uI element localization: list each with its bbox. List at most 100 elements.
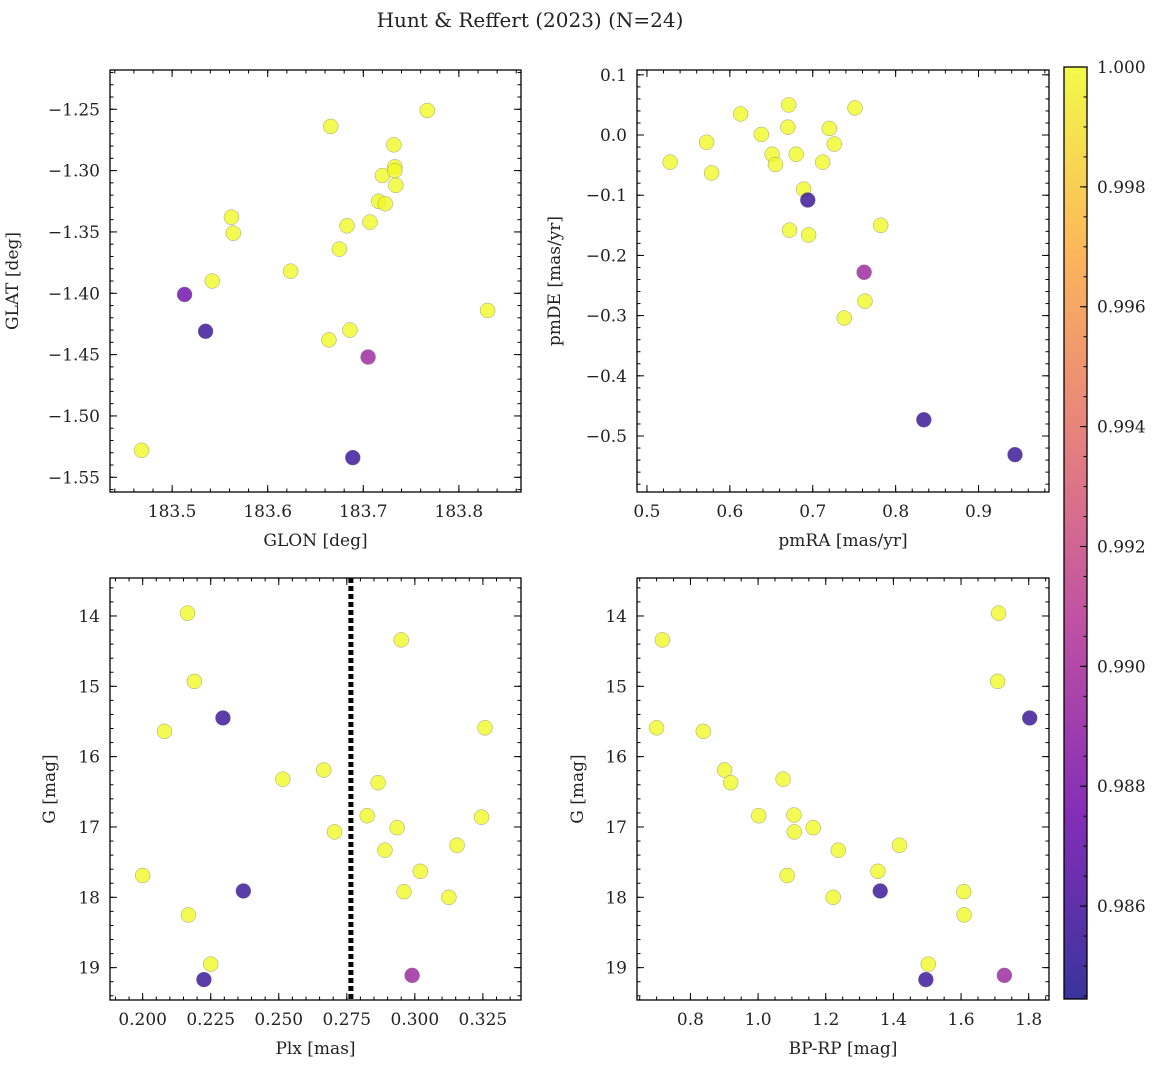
panel-glon-glat: 183.5 183.6 183.7 183.8 −1.55 −1.50 −1.45 −1.40… — [3, 69, 522, 551]
panel-bprp-g: 0.8 1.0 1.2 1.4 1.6 1.8 14 15 16 17 18 19 BP-RP [mag… — [568, 577, 1050, 1059]
minor-ticks — [110, 578, 521, 1000]
y-tick-label: 15 — [78, 677, 100, 697]
data-point — [326, 824, 343, 840]
scatter-points — [134, 605, 493, 988]
data-point — [662, 154, 678, 170]
y-axis-label: pmDE [mas/yr] — [545, 216, 565, 346]
y-tick-label: 19 — [605, 959, 627, 979]
data-point — [331, 241, 348, 257]
data-point — [781, 222, 798, 238]
x-tick-label: 0.7 — [799, 502, 826, 522]
y-axis-label: GLAT [deg] — [3, 232, 23, 330]
y-tick-label: 17 — [78, 818, 100, 838]
minor-ticks — [637, 578, 1049, 1000]
data-point — [204, 273, 221, 289]
data-point — [732, 106, 749, 122]
data-point — [179, 605, 196, 621]
data-point — [225, 225, 242, 241]
colorbar: 0.986 0.988 0.990 0.992 0.994 0.996 0.998 1.000 — [1063, 58, 1146, 1000]
data-point — [989, 673, 1006, 690]
data-point — [473, 809, 490, 825]
colorbar-tick-label: 0.998 — [1097, 178, 1146, 198]
y-tick-label: 0.0 — [600, 126, 627, 146]
colorbar-tick-label: 0.988 — [1097, 777, 1146, 797]
scatter-points — [648, 605, 1038, 988]
data-point — [703, 165, 720, 181]
data-point — [345, 449, 361, 466]
axes-frame — [636, 69, 1050, 493]
data-point — [920, 956, 936, 972]
y-tick-label: 16 — [605, 748, 627, 768]
data-point — [918, 971, 934, 988]
data-point — [359, 807, 375, 824]
x-tick-label: 0.225 — [186, 1010, 235, 1030]
data-point — [362, 214, 378, 230]
x-tick-label: 0.250 — [254, 1010, 303, 1030]
data-point — [387, 162, 403, 179]
x-axis-label: GLON [deg] — [263, 531, 367, 551]
data-point — [360, 349, 376, 365]
data-point — [751, 807, 767, 824]
data-point — [775, 771, 791, 787]
data-point — [156, 723, 173, 740]
x-tick-label: 0.9 — [965, 502, 992, 522]
data-point — [315, 762, 332, 778]
scatter-points — [662, 97, 1023, 463]
data-point — [323, 118, 339, 135]
x-tick-label: 0.8 — [677, 1010, 704, 1030]
data-point — [814, 154, 831, 170]
data-point — [996, 967, 1013, 984]
x-tick-label: 183.8 — [435, 502, 484, 522]
data-point — [767, 156, 784, 173]
data-point — [990, 605, 1007, 621]
y-tick-label: 18 — [78, 888, 100, 908]
colorbar-tick-label: 0.996 — [1097, 298, 1146, 318]
x-tick-label: 1.2 — [812, 1010, 839, 1030]
y-tick-label: −1.40 — [48, 284, 100, 304]
x-tick-label: 0.8 — [882, 502, 909, 522]
y-tick-label: 0.1 — [600, 66, 627, 86]
y-tick-label: −0.5 — [586, 427, 627, 447]
data-point — [800, 227, 817, 243]
y-tick-label: 14 — [78, 607, 100, 627]
y-tick-label: −1.35 — [48, 223, 100, 243]
data-point — [786, 824, 803, 840]
colorbar-tick-label: 0.992 — [1097, 537, 1146, 557]
data-point — [1021, 710, 1038, 726]
minor-ticks — [637, 70, 1049, 492]
x-tick-label: 0.275 — [322, 1010, 371, 1030]
y-tick-label: −0.3 — [586, 307, 627, 327]
colorbar-tick-label: 0.986 — [1097, 897, 1146, 917]
colorbar-tick-label: 0.994 — [1097, 418, 1146, 438]
data-point — [847, 100, 863, 116]
data-point — [388, 177, 404, 194]
data-point — [800, 192, 816, 208]
panel-pmra-pmde: 0.5 0.6 0.7 0.8 0.9 −0.5 −0.4 −0.3 −0.2 −0.1 0.0 0.… — [545, 66, 1050, 551]
plot-area: 183.5 183.6 183.7 183.8 −1.55 −1.50 −1.45 −1.40… — [3, 66, 1050, 1059]
axes-frame — [109, 577, 522, 1001]
data-point — [215, 710, 231, 726]
x-axis-label: pmRA [mas/yr] — [778, 531, 907, 551]
data-point — [872, 883, 888, 899]
data-point — [389, 819, 405, 836]
data-point — [282, 263, 299, 279]
data-point — [779, 867, 795, 884]
data-point — [412, 863, 429, 880]
data-point — [176, 286, 193, 303]
data-point — [479, 302, 496, 319]
data-point — [419, 102, 436, 119]
data-point — [275, 771, 291, 787]
x-tick-label: 1.6 — [948, 1010, 975, 1030]
x-tick-label: 0.325 — [459, 1010, 508, 1030]
data-point — [753, 126, 770, 143]
data-point — [1007, 446, 1023, 463]
data-point — [956, 907, 972, 923]
data-point — [856, 264, 872, 281]
y-tick-label: 14 — [605, 607, 627, 627]
minor-ticks — [110, 70, 521, 492]
data-point — [830, 842, 847, 858]
y-tick-label: −0.1 — [586, 186, 627, 206]
axes-frame — [109, 69, 522, 493]
data-point — [393, 632, 409, 648]
data-point — [654, 632, 671, 648]
